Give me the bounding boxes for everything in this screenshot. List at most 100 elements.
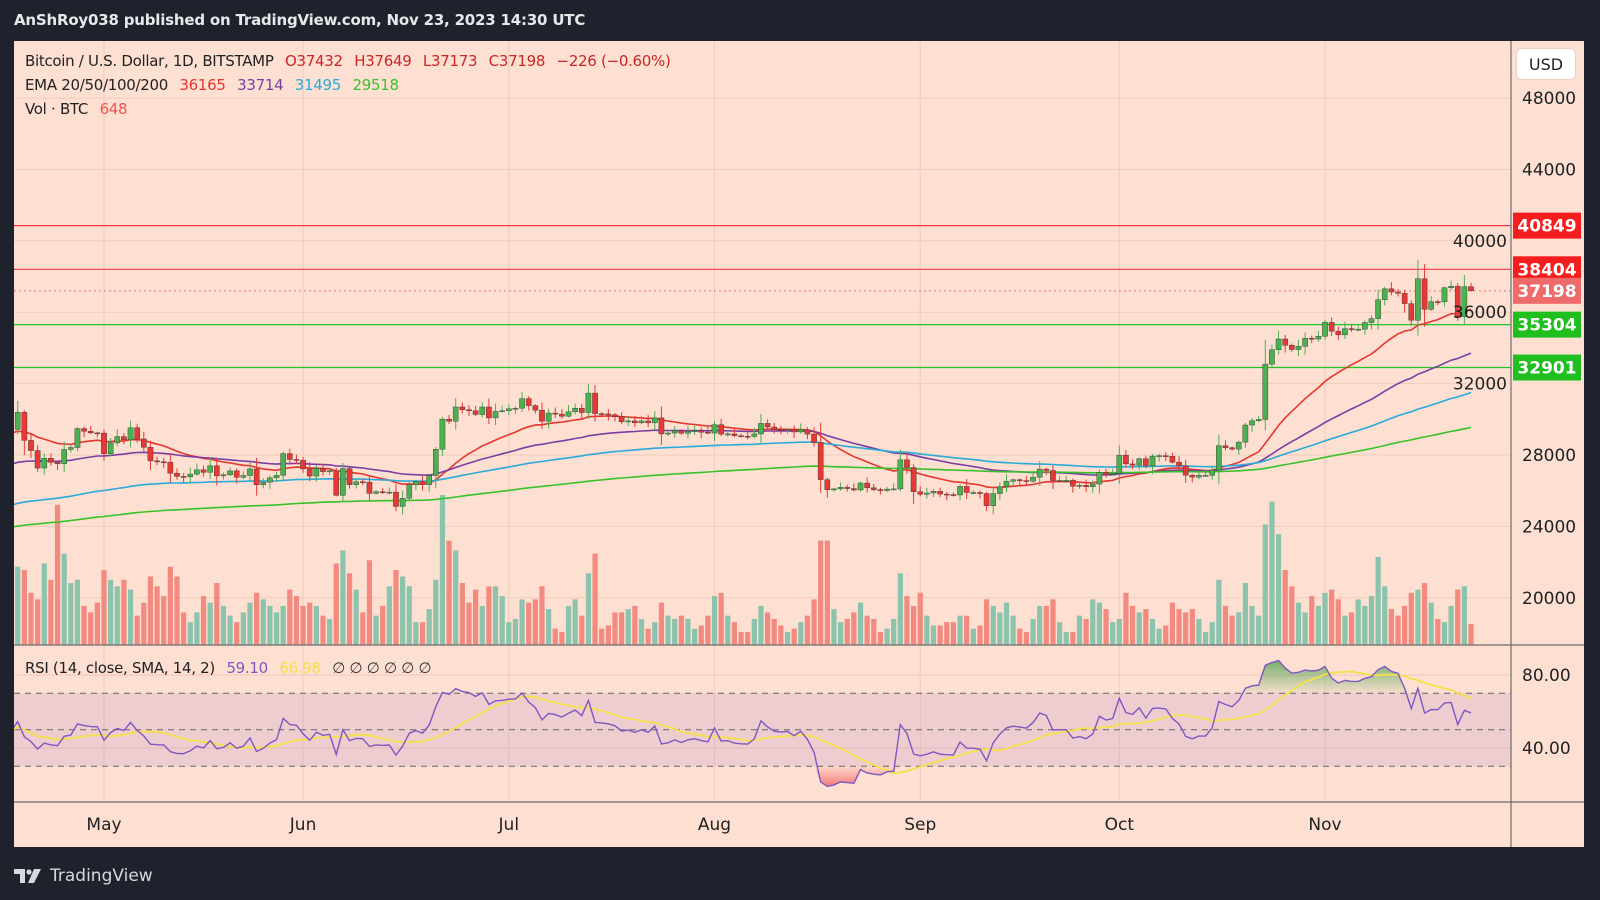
horizontal-levels[interactable]	[14, 225, 1511, 369]
ema-label[interactable]: EMA 20/50/100/200	[25, 76, 168, 94]
volume-bar	[1176, 609, 1182, 645]
candle-body	[313, 468, 320, 477]
candle-body	[1202, 475, 1209, 477]
price-badge	[1513, 277, 1581, 304]
volume-bar	[74, 579, 81, 645]
volume-bar	[718, 592, 724, 645]
volume-bar	[194, 612, 200, 645]
volume-bar	[1269, 501, 1275, 645]
candle-body	[1116, 454, 1123, 474]
candle-body	[1083, 485, 1089, 487]
candle-body	[957, 486, 963, 496]
volume-bar	[897, 573, 903, 645]
volume-bar	[1441, 622, 1448, 645]
volume-bar	[446, 540, 452, 645]
candle-body	[1242, 424, 1249, 443]
candle-body	[280, 453, 286, 476]
candle-body	[1229, 447, 1235, 450]
candle-body	[1401, 293, 1408, 304]
candle-body	[1169, 456, 1176, 463]
candle-body	[678, 430, 685, 434]
volume-bar	[1329, 589, 1335, 645]
volume-bar	[625, 609, 631, 645]
candle-body	[406, 484, 413, 499]
currency-button[interactable]: USD	[1517, 49, 1575, 79]
ema20-line	[14, 308, 1472, 489]
volume-bar	[473, 589, 479, 645]
y-tick-label: 24000	[1522, 517, 1576, 537]
candle-body	[233, 470, 240, 478]
volume-bar	[997, 612, 1003, 645]
candle-body	[433, 449, 439, 476]
volume-bar	[227, 615, 233, 645]
volume-bar	[725, 615, 731, 645]
candle-body	[804, 429, 811, 435]
axes: May Jun Jul Aug Sep Oct Nov 48000 44000 40000 3600…	[14, 41, 1584, 847]
rsi-sma-value: 66.98	[279, 659, 321, 677]
candle-body	[134, 427, 140, 440]
volume-bar	[333, 563, 339, 645]
volume-bar	[924, 615, 930, 645]
volume-bar	[857, 602, 864, 645]
volume-bar	[393, 570, 399, 645]
volume-bar	[711, 596, 718, 645]
volume-bar	[539, 586, 545, 645]
candle-body	[977, 492, 983, 494]
candle-body	[1408, 303, 1415, 321]
candle-body	[386, 491, 393, 494]
ema20-value: 36165	[179, 76, 226, 94]
candle-body	[54, 462, 61, 464]
price-badge-label: 35304	[1517, 316, 1576, 336]
volume-bar	[187, 622, 193, 645]
volume-bar	[1063, 631, 1069, 645]
candle-body	[671, 430, 678, 434]
candle-body	[1388, 288, 1395, 293]
candle-body	[87, 431, 94, 434]
candle-body	[983, 493, 990, 506]
volume-bar	[904, 596, 910, 645]
volume-bar	[1428, 602, 1434, 645]
volume-bar	[247, 602, 253, 645]
volume-label[interactable]: Vol · BTC	[25, 100, 89, 118]
candle-body	[154, 460, 160, 463]
volume-bar	[479, 605, 485, 645]
x-tick-label: Jul	[498, 815, 520, 835]
volume-bar	[21, 570, 27, 645]
volume-bar	[731, 622, 738, 645]
y-tick-label: 40000	[1453, 232, 1507, 252]
candle-body	[1441, 287, 1448, 303]
candle-body	[1282, 338, 1289, 346]
volume-bar	[287, 589, 293, 645]
candle-body	[559, 413, 565, 417]
candle-body	[505, 408, 512, 411]
tradingview-logo[interactable]: TradingView	[14, 866, 153, 886]
candle-body	[253, 468, 260, 486]
tradingview-logo-icon	[14, 869, 41, 883]
rsi-label[interactable]: RSI (14, close, SMA, 14, 2)	[25, 659, 215, 677]
volume-bar	[751, 618, 757, 645]
candle-body	[14, 412, 21, 430]
volume-bar	[645, 628, 651, 645]
candle-body	[1448, 286, 1454, 288]
candle-body	[214, 465, 220, 477]
candle-body	[930, 491, 937, 494]
volume-bar	[970, 628, 976, 645]
volume-bar	[486, 586, 492, 645]
symbol-name[interactable]: Bitcoin / U.S. Dollar, 1D, BITSTAMP	[25, 52, 274, 70]
candle-body	[545, 412, 552, 422]
candle-body	[419, 481, 426, 485]
price-badge	[1513, 212, 1581, 239]
candle-body	[724, 433, 731, 436]
candle-body	[68, 447, 74, 450]
candle-body	[632, 420, 638, 424]
volume-bar	[1163, 625, 1169, 645]
candle-body	[287, 453, 293, 460]
candle-body	[904, 459, 910, 468]
candle-body	[532, 405, 539, 411]
volume-bar	[745, 631, 751, 645]
volume-bar	[1123, 592, 1129, 645]
volume-bar	[1335, 599, 1341, 645]
volume-bar	[134, 615, 140, 645]
ema-legend: EMA 20/50/100/200 36165 33714 31495 2951…	[25, 76, 406, 94]
